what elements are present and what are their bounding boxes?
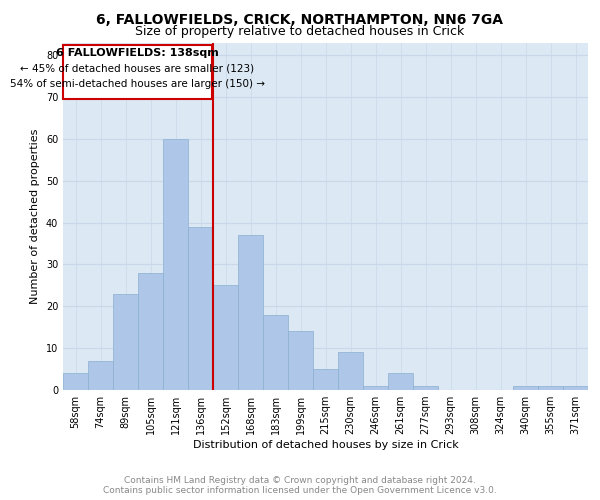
Bar bbox=[113, 294, 138, 390]
Text: Contains HM Land Registry data © Crown copyright and database right 2024.
Contai: Contains HM Land Registry data © Crown c… bbox=[103, 476, 497, 495]
Bar bbox=[63, 374, 88, 390]
Bar bbox=[63, 44, 212, 99]
Bar bbox=[538, 386, 563, 390]
Text: Size of property relative to detached houses in Crick: Size of property relative to detached ho… bbox=[136, 25, 464, 38]
Bar bbox=[413, 386, 438, 390]
Y-axis label: Number of detached properties: Number of detached properties bbox=[30, 128, 40, 304]
Bar bbox=[338, 352, 363, 390]
Bar bbox=[163, 139, 188, 390]
Text: ← 45% of detached houses are smaller (123): ← 45% of detached houses are smaller (12… bbox=[20, 64, 254, 74]
Text: 54% of semi-detached houses are larger (150) →: 54% of semi-detached houses are larger (… bbox=[10, 78, 265, 88]
Bar bbox=[363, 386, 388, 390]
Bar bbox=[238, 235, 263, 390]
Bar bbox=[513, 386, 538, 390]
Bar bbox=[388, 374, 413, 390]
Text: 6, FALLOWFIELDS, CRICK, NORTHAMPTON, NN6 7GA: 6, FALLOWFIELDS, CRICK, NORTHAMPTON, NN6… bbox=[97, 12, 503, 26]
Bar bbox=[288, 332, 313, 390]
Bar bbox=[88, 360, 113, 390]
Bar bbox=[563, 386, 588, 390]
X-axis label: Distribution of detached houses by size in Crick: Distribution of detached houses by size … bbox=[193, 440, 458, 450]
Bar bbox=[263, 314, 288, 390]
Bar bbox=[213, 286, 238, 390]
Bar bbox=[313, 369, 338, 390]
Bar bbox=[188, 226, 213, 390]
Bar bbox=[138, 273, 163, 390]
Text: 6 FALLOWFIELDS: 138sqm: 6 FALLOWFIELDS: 138sqm bbox=[56, 48, 219, 58]
